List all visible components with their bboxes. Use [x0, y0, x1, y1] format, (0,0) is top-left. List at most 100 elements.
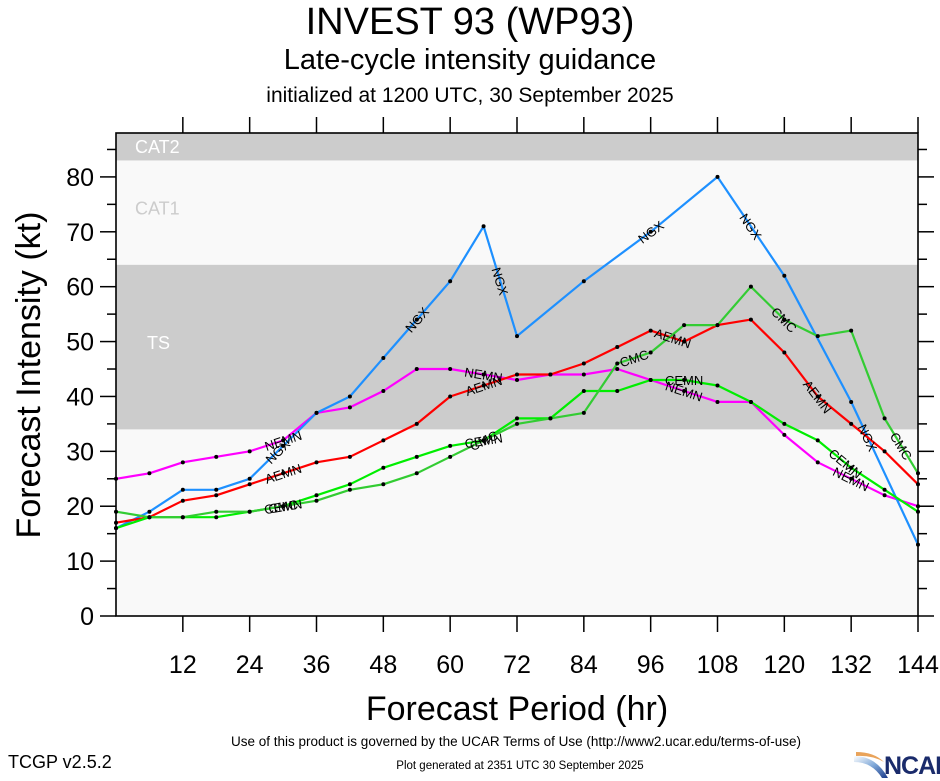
y-tick-label: 30: [66, 438, 94, 466]
data-point-cemn: [381, 465, 386, 470]
x-tick-label: 120: [763, 651, 805, 679]
data-point-ngx: [581, 279, 586, 284]
chart-subtitle: Late-cycle intensity guidance: [283, 44, 657, 76]
x-tick-label: 60: [436, 651, 464, 679]
data-point-cemn: [347, 482, 352, 487]
series-label-cemn: CEMN: [263, 496, 303, 517]
band-cat2: [116, 133, 918, 161]
data-point-nemn: [381, 388, 386, 393]
data-point-ngx: [147, 509, 152, 514]
data-point-cemn: [782, 421, 787, 426]
data-point-aemn: [849, 421, 854, 426]
x-tick-label: 84: [570, 651, 598, 679]
axes: 0 10 20 30 40 50 60 70 80 12 24 36 48 60 72 84 96 108 120 1…: [66, 117, 939, 679]
band-label-cat1: CAT1: [135, 199, 180, 219]
version-label: TCGP v2.5.2: [8, 752, 112, 772]
data-point-cemn: [882, 487, 887, 492]
data-point-aemn: [448, 394, 453, 399]
data-point-nemn: [715, 399, 720, 404]
data-point-cemn: [214, 515, 219, 520]
data-point-cmc: [448, 454, 453, 459]
x-axis-label: Forecast Period (hr): [366, 690, 668, 728]
data-point-aemn: [247, 482, 252, 487]
band-ts: [116, 264, 918, 430]
data-point-ngx: [715, 174, 720, 179]
data-point-aemn: [615, 345, 620, 350]
data-point-cmc: [615, 361, 620, 366]
y-tick-label: 70: [66, 219, 94, 247]
series-label-cemn: CEMN: [665, 373, 703, 388]
data-point-nemn: [615, 367, 620, 372]
data-point-cmc: [682, 323, 687, 328]
data-point-cmc: [882, 416, 887, 421]
data-point-nemn: [882, 493, 887, 498]
data-point-cemn: [748, 399, 753, 404]
x-tick-label: 132: [830, 651, 872, 679]
data-point-cmc: [347, 487, 352, 492]
data-point-aemn: [782, 350, 787, 355]
ncar-logo: NCAR: [854, 752, 940, 780]
ncar-swoosh-icon: [854, 752, 888, 778]
x-tick-label: 36: [303, 651, 331, 679]
data-point-ngx: [214, 487, 219, 492]
data-point-nemn: [682, 388, 687, 393]
y-tick-label: 0: [80, 603, 94, 631]
y-tick-label: 50: [66, 329, 94, 357]
data-point-nemn: [815, 460, 820, 465]
data-point-cemn: [815, 438, 820, 443]
data-point-nemn: [414, 367, 419, 372]
data-point-cmc: [782, 317, 787, 322]
data-point-cmc: [548, 416, 553, 421]
series-label-text: CEMN: [464, 430, 504, 451]
data-point-ngx: [314, 410, 319, 415]
data-point-cmc: [815, 334, 820, 339]
data-point-ngx: [381, 356, 386, 361]
data-point-aemn: [214, 493, 219, 498]
generated-timestamp: Plot generated at 2351 UTC 30 September …: [396, 760, 644, 772]
data-point-cmc: [849, 328, 854, 333]
data-point-cemn: [314, 493, 319, 498]
data-point-aemn: [515, 372, 519, 377]
terms-of-use-notice: Use of this product is governed by the U…: [231, 734, 801, 749]
data-point-nemn: [448, 367, 453, 372]
data-point-cmc: [314, 498, 319, 503]
data-point-nemn: [281, 438, 286, 443]
data-point-ngx: [782, 273, 787, 278]
data-point-aemn: [748, 317, 753, 322]
y-tick-label: 10: [66, 548, 94, 576]
x-tick-label: 48: [369, 651, 397, 679]
data-point-nemn: [247, 449, 252, 454]
y-tick-label: 20: [66, 493, 94, 521]
y-tick-label: 60: [66, 274, 94, 302]
y-tick-label: 40: [66, 383, 94, 411]
data-point-nemn: [581, 372, 586, 377]
series-label-text: CEMN: [665, 373, 703, 388]
model-lines: [114, 174, 920, 547]
data-point-cmc: [515, 421, 519, 426]
data-point-cmc: [381, 482, 386, 487]
series-label-text: NEMN: [463, 364, 503, 385]
data-point-ngx: [281, 443, 286, 448]
data-point-cemn: [682, 377, 687, 382]
data-point-cemn: [448, 443, 453, 448]
data-point-ngx: [414, 317, 419, 322]
data-point-aemn: [481, 383, 486, 388]
intensity-bands: TS CAT1 CAT2: [116, 133, 918, 616]
data-point-cemn: [615, 388, 620, 393]
x-tick-label: 72: [503, 651, 531, 679]
chart-title: INVEST 93 (WP93): [305, 1, 635, 43]
data-point-nemn: [347, 405, 352, 410]
data-point-nemn: [849, 476, 854, 481]
series-label-nemn: NEMN: [463, 364, 503, 385]
init-time-line: initialized at 1200 UTC, 30 September 20…: [266, 84, 674, 107]
series-label-text: CMC: [267, 497, 299, 517]
data-point-ngx: [347, 394, 352, 399]
data-point-ngx: [648, 229, 653, 234]
data-point-cemn: [849, 465, 854, 470]
data-point-ngx: [481, 224, 486, 229]
data-point-aemn: [682, 339, 687, 344]
data-point-aemn: [648, 328, 653, 333]
data-point-nemn: [481, 372, 486, 377]
data-point-cmc: [715, 323, 720, 328]
